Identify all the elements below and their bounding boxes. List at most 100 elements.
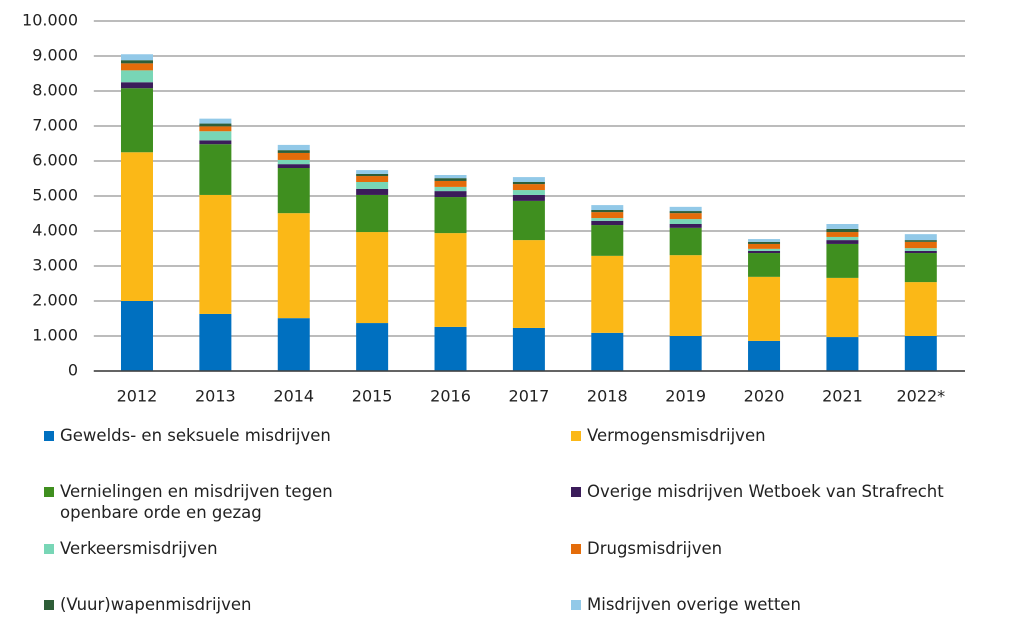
bar-segment bbox=[512, 327, 545, 371]
x-tick-label: 2021 bbox=[822, 387, 863, 406]
bar-segment bbox=[120, 63, 153, 71]
bar-segment bbox=[826, 240, 859, 244]
bar-segment bbox=[826, 224, 859, 229]
bar-segment bbox=[356, 182, 389, 189]
bar-segment bbox=[512, 184, 545, 191]
y-tick-label: 8.000 bbox=[32, 81, 78, 100]
legend-item: Misdrijven overige wetten bbox=[571, 594, 801, 615]
bar-segment bbox=[904, 241, 937, 249]
bar-segment bbox=[669, 255, 702, 336]
legend-swatch bbox=[571, 431, 581, 441]
bar-segment bbox=[669, 224, 702, 228]
legend-item: Verkeersmisdrijven bbox=[44, 538, 218, 559]
bar-segment bbox=[434, 326, 467, 371]
bar-segment bbox=[669, 211, 702, 214]
legend-swatch bbox=[571, 544, 581, 554]
legend-label: Gewelds- en seksuele misdrijven bbox=[60, 426, 331, 445]
bar-segment bbox=[120, 54, 153, 61]
bar-segment bbox=[277, 152, 310, 160]
bar-segment bbox=[591, 332, 624, 371]
bar-segment bbox=[434, 191, 467, 198]
bar-segment bbox=[748, 253, 781, 277]
y-tick-label: 0 bbox=[68, 361, 78, 380]
bar-segment bbox=[826, 277, 859, 338]
legend-swatch bbox=[44, 487, 54, 497]
y-tick-label: 3.000 bbox=[32, 256, 78, 275]
bar-segment bbox=[199, 140, 232, 145]
bar-segment bbox=[748, 250, 781, 254]
bar-segment bbox=[904, 253, 937, 283]
bar-segment bbox=[512, 182, 545, 185]
bar-segment bbox=[434, 197, 467, 234]
bar-segment bbox=[277, 159, 310, 165]
x-tick-label: 2012 bbox=[117, 387, 158, 406]
bar-segment bbox=[591, 210, 624, 213]
bar-segment bbox=[512, 194, 545, 201]
bar-segment bbox=[434, 175, 467, 179]
bar-segment bbox=[120, 60, 153, 64]
legend-swatch bbox=[44, 431, 54, 441]
bar-segment bbox=[904, 250, 937, 254]
bar-segment bbox=[434, 233, 467, 327]
bar-segment bbox=[826, 228, 859, 233]
bar-segment bbox=[434, 180, 467, 187]
x-tick-label: 2014 bbox=[273, 387, 314, 406]
y-tick-label: 5.000 bbox=[32, 186, 78, 205]
bar-segment bbox=[120, 152, 153, 301]
bar-segment bbox=[356, 232, 389, 324]
bar-segment bbox=[199, 123, 232, 127]
bar-segment bbox=[277, 213, 310, 319]
bar-segment bbox=[669, 213, 702, 220]
bar-segment bbox=[356, 323, 389, 371]
legend-item: Vernielingen en misdrijven tegen openbar… bbox=[44, 481, 344, 523]
legend-label: Misdrijven overige wetten bbox=[587, 595, 801, 614]
legend-label: Vernielingen en misdrijven tegen openbar… bbox=[60, 482, 333, 522]
bar-segment bbox=[434, 178, 467, 181]
legend-label: (Vuur)wapenmisdrijven bbox=[60, 595, 252, 614]
x-tick-label: 2020 bbox=[744, 387, 785, 406]
bar-segment bbox=[904, 336, 937, 371]
bar-segment bbox=[826, 243, 859, 278]
bar-segment bbox=[277, 164, 310, 168]
y-tick-label: 4.000 bbox=[32, 221, 78, 240]
x-tick-label: 2022* bbox=[896, 387, 945, 406]
bar-segment bbox=[277, 144, 310, 151]
bar-segment bbox=[591, 225, 624, 256]
bar-segment bbox=[120, 301, 153, 371]
bar-segment bbox=[748, 276, 781, 341]
y-tick-label: 1.000 bbox=[32, 326, 78, 345]
bar-segment bbox=[748, 243, 781, 249]
bar-segment bbox=[512, 177, 545, 182]
bar-segment bbox=[277, 150, 310, 153]
legend-label: Vermogensmisdrijven bbox=[587, 426, 766, 445]
bar-segment bbox=[669, 219, 702, 224]
x-tick-label: 2017 bbox=[509, 387, 550, 406]
x-tick-label: 2018 bbox=[587, 387, 628, 406]
bar-segment bbox=[826, 236, 859, 241]
bar-segment bbox=[277, 168, 310, 214]
bar-segment bbox=[199, 126, 232, 132]
bar-segment bbox=[669, 227, 702, 256]
bar-segment bbox=[199, 144, 232, 195]
bar-segment bbox=[826, 232, 859, 237]
bar-segment bbox=[826, 337, 859, 371]
bar-segment bbox=[591, 220, 624, 226]
bar-segment bbox=[904, 240, 937, 242]
bar-segment bbox=[748, 239, 781, 242]
bar-segment bbox=[669, 206, 702, 212]
x-tick-label: 2019 bbox=[665, 387, 706, 406]
bar-segment bbox=[669, 336, 702, 371]
x-tick-label: 2013 bbox=[195, 387, 236, 406]
legend-label: Overige misdrijven Wetboek van Strafrech… bbox=[587, 482, 944, 501]
y-tick-label: 7.000 bbox=[32, 116, 78, 135]
bar-segment bbox=[591, 205, 624, 210]
legend-label: Verkeersmisdrijven bbox=[60, 539, 218, 558]
bar-segment bbox=[512, 240, 545, 328]
y-tick-label: 6.000 bbox=[32, 151, 78, 170]
bar-segment bbox=[434, 186, 467, 192]
x-tick-label: 2016 bbox=[430, 387, 471, 406]
bar-segment bbox=[591, 218, 624, 221]
bar-segment bbox=[356, 173, 389, 177]
y-tick-label: 10.000 bbox=[22, 11, 78, 30]
